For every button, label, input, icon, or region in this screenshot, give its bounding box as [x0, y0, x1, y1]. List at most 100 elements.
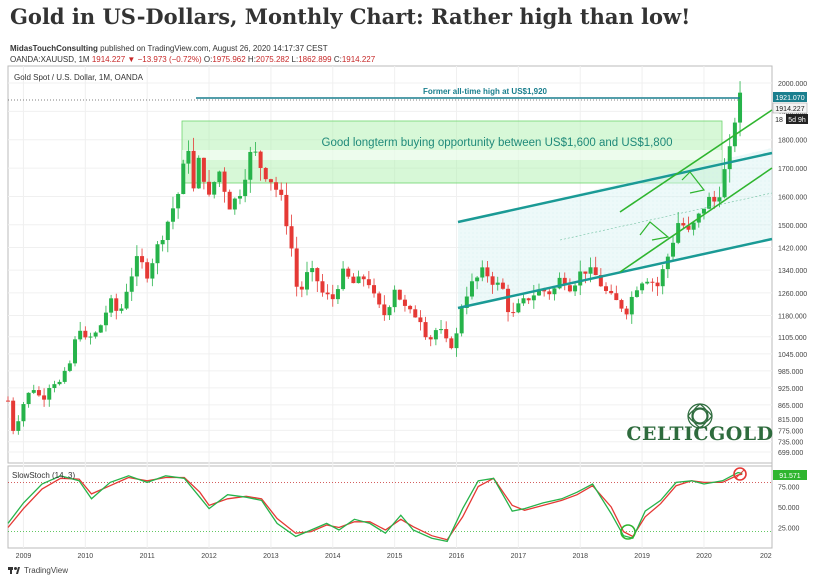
candle-body [681, 223, 686, 226]
x-tick-label: 2016 [449, 553, 465, 560]
candle-body [361, 276, 366, 280]
candle-body [500, 282, 505, 289]
stoch-k-line [7, 471, 743, 543]
candle-body [42, 395, 47, 400]
candle-body [593, 267, 598, 276]
candle-body [428, 337, 433, 340]
candle-body [150, 263, 155, 279]
candle-body [459, 307, 464, 334]
publish-info: MidasTouchConsulting published on Tradin… [10, 44, 328, 53]
footer: TradingView [8, 566, 68, 575]
candle-body [356, 276, 361, 284]
candle-body [433, 330, 438, 340]
candle-body [47, 388, 52, 400]
candle-body [258, 151, 263, 168]
oversold-circle [620, 524, 636, 540]
x-tick-label: 2013 [263, 553, 279, 560]
candle-body [57, 381, 62, 385]
series-legend: Gold Spot / U.S. Dollar, 1M, OANDA [14, 73, 144, 82]
candle-body [372, 285, 377, 294]
candle-body [717, 197, 722, 202]
candle-body [67, 363, 72, 371]
candle-body [320, 281, 325, 293]
candle-body [145, 262, 150, 279]
celtic-knot-icon [687, 403, 713, 429]
candle-body [495, 282, 500, 285]
publish-date: published on TradingView.com, August 26,… [100, 44, 328, 53]
candle-body [73, 339, 78, 364]
low-value: 1862.899 [298, 55, 332, 64]
low-label: L: [291, 55, 299, 64]
open-label: O: [203, 55, 213, 64]
candle-body [604, 286, 609, 291]
flag-pattern-2 [681, 171, 706, 194]
candle-body [114, 298, 119, 311]
candle-body [707, 196, 712, 209]
candle-body [227, 191, 232, 210]
price-axis[interactable]: 2000.0001900.0001800.0001700.0001600.000… [778, 81, 807, 457]
candle-body [191, 150, 196, 189]
candle-body [722, 169, 727, 198]
price-tag-partial [773, 114, 785, 124]
candle-body [413, 309, 418, 318]
channel-mid-line [559, 192, 773, 241]
candle-body [248, 151, 253, 180]
candle-body [573, 285, 578, 292]
candle-body [52, 384, 57, 389]
indicator-legend: SlowStoch (14, 3) [12, 471, 75, 480]
price-tag-upper-text: 1921.070 [775, 95, 804, 102]
candle-body [377, 293, 382, 305]
candle-body [294, 248, 299, 287]
candle-body [578, 271, 583, 286]
candle-body [274, 182, 279, 190]
candle-body [655, 282, 660, 287]
candle-body [268, 179, 273, 183]
candle-body [6, 400, 10, 402]
x-tick-label: 2014 [325, 553, 341, 560]
y-tick-label: 735.000 [778, 440, 803, 447]
candle-body [315, 268, 320, 282]
candle-body [650, 281, 655, 283]
candle-body [392, 289, 397, 308]
stoch-tick-label: 75.000 [778, 485, 800, 492]
candle-body [217, 171, 222, 183]
candle-body [557, 277, 562, 289]
indicator-value-text: 91.571 [779, 473, 801, 480]
candle-body [78, 330, 83, 340]
candle-body [640, 283, 645, 291]
x-tick-label: 2018 [572, 553, 588, 560]
x-tick-label: 202 [760, 553, 772, 560]
candle-body [103, 312, 108, 326]
candle-body [526, 298, 531, 301]
countdown-text: 5d 9h [788, 117, 806, 124]
last-price: 1914.227 [91, 55, 126, 64]
buy-zone-gap [182, 150, 722, 160]
candle-body [387, 307, 392, 316]
candle-body [531, 295, 536, 301]
candle-body [583, 271, 588, 274]
candle-body [222, 171, 227, 192]
candle-body [660, 269, 665, 287]
channel-lower-line [457, 237, 773, 310]
celticgold-logo: CELTICGOLD [626, 403, 773, 445]
symbol-label: OANDA:XAUUSD, 1M [10, 55, 90, 64]
x-tick-label: 2015 [387, 553, 403, 560]
stoch-d-line [7, 473, 743, 541]
author-name[interactable]: MidasTouchConsulting [10, 44, 98, 53]
candle-body [382, 304, 387, 316]
candle-body [671, 242, 676, 257]
candle-body [134, 256, 139, 277]
down-arrow-icon: ▼ [127, 55, 136, 64]
candle-body [109, 298, 114, 313]
candle-body [279, 189, 284, 195]
candle-body [253, 151, 258, 153]
candle-body [588, 267, 593, 274]
candle-body [284, 194, 289, 227]
candle-body [444, 329, 449, 339]
stochastic-indicator: 75.000 50.000 25.000 [7, 471, 800, 543]
time-axis[interactable]: 2009 2010 2011 2012 2013 2014 2015 2016 2017 2018… [16, 553, 772, 560]
candle-body [686, 225, 691, 230]
tradingview-brand[interactable]: TradingView [24, 566, 69, 575]
candle-body [454, 333, 459, 349]
